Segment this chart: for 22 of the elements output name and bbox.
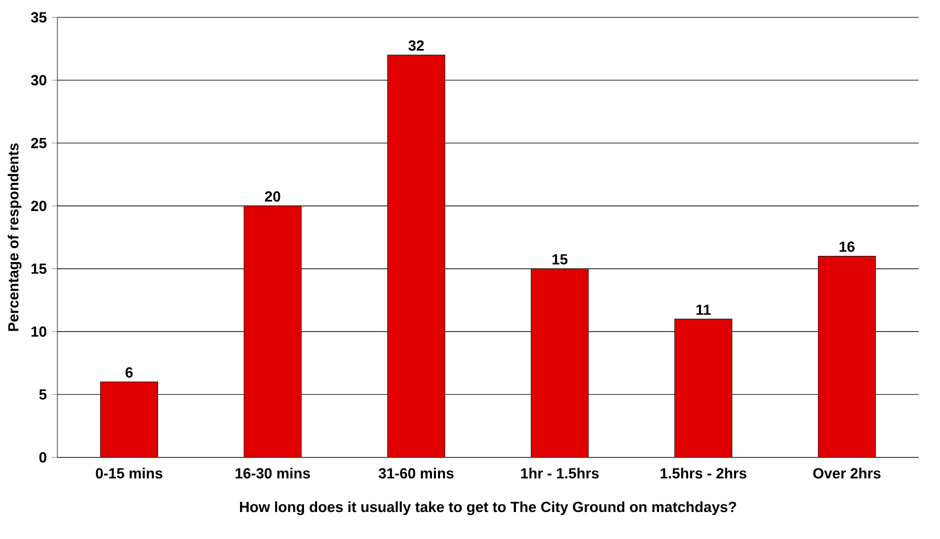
y-tick-label: 5 bbox=[39, 390, 47, 400]
y-tick-label: 10 bbox=[32, 326, 46, 337]
y-tick-label: 30 bbox=[30, 75, 46, 86]
x-tick-label: 16-30 mins bbox=[236, 468, 310, 479]
y-axis-title: Percentage of respondents bbox=[8, 144, 22, 332]
x-tick-label: 1.5hrs - 2hrs bbox=[660, 468, 746, 479]
y-tick-label: 20 bbox=[31, 200, 46, 212]
x-tick-label: Over 2hrs bbox=[813, 468, 880, 479]
x-tick-label: 0-15 mins bbox=[96, 468, 162, 479]
y-tick-label: 25 bbox=[31, 138, 47, 148]
data-label: 11 bbox=[696, 304, 711, 315]
x-tick-label: 31-60 mins bbox=[378, 468, 454, 479]
x-tick-label: 1hr - 1.5hrs bbox=[521, 468, 599, 479]
y-tick-label: 35 bbox=[30, 12, 47, 23]
y-tick-label: 15 bbox=[32, 264, 47, 274]
data-label: 15 bbox=[552, 254, 568, 265]
y-tick-label: 0 bbox=[39, 452, 46, 463]
x-axis-title: How long does it usually take to get to The City Ground on matchdays? bbox=[240, 502, 736, 516]
data-label: 16 bbox=[840, 242, 855, 252]
data-label: 6 bbox=[126, 367, 133, 378]
data-label: 32 bbox=[408, 40, 424, 51]
data-label: 20 bbox=[265, 191, 280, 202]
